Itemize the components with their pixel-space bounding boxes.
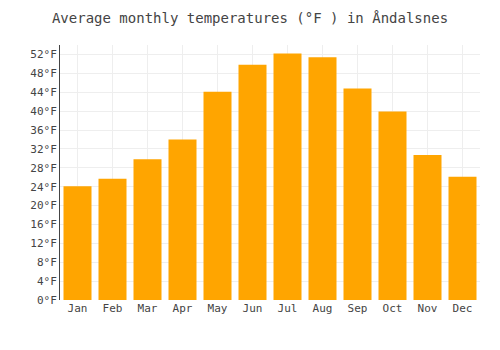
svg-text:44°F: 44°F bbox=[30, 86, 57, 99]
svg-text:Jul: Jul bbox=[278, 302, 298, 315]
svg-text:Apr: Apr bbox=[173, 302, 193, 315]
svg-text:Jun: Jun bbox=[243, 302, 263, 315]
svg-text:20°F: 20°F bbox=[30, 199, 57, 212]
svg-text:Sep: Sep bbox=[348, 302, 368, 315]
svg-text:Aug: Aug bbox=[313, 302, 333, 315]
svg-text:Mar: Mar bbox=[138, 302, 158, 315]
svg-text:Jan: Jan bbox=[68, 302, 88, 315]
svg-text:4°F: 4°F bbox=[37, 275, 57, 288]
svg-text:Average monthly temperatures (: Average monthly temperatures (°F ) in Ån… bbox=[52, 10, 448, 26]
svg-text:Dec: Dec bbox=[453, 302, 473, 315]
svg-text:0°F: 0°F bbox=[37, 294, 57, 307]
svg-text:40°F: 40°F bbox=[30, 105, 57, 118]
svg-text:36°F: 36°F bbox=[30, 124, 57, 137]
svg-text:8°F: 8°F bbox=[37, 256, 57, 269]
svg-text:Nov: Nov bbox=[418, 302, 438, 315]
svg-text:24°F: 24°F bbox=[30, 181, 57, 194]
svg-text:48°F: 48°F bbox=[30, 67, 57, 80]
svg-text:16°F: 16°F bbox=[30, 218, 57, 231]
svg-text:Oct: Oct bbox=[383, 302, 403, 315]
svg-text:32°F: 32°F bbox=[30, 143, 57, 156]
svg-text:May: May bbox=[208, 302, 228, 315]
svg-text:28°F: 28°F bbox=[30, 162, 57, 175]
svg-text:52°F: 52°F bbox=[30, 48, 57, 61]
svg-text:12°F: 12°F bbox=[30, 237, 57, 250]
svg-text:Feb: Feb bbox=[103, 302, 123, 315]
